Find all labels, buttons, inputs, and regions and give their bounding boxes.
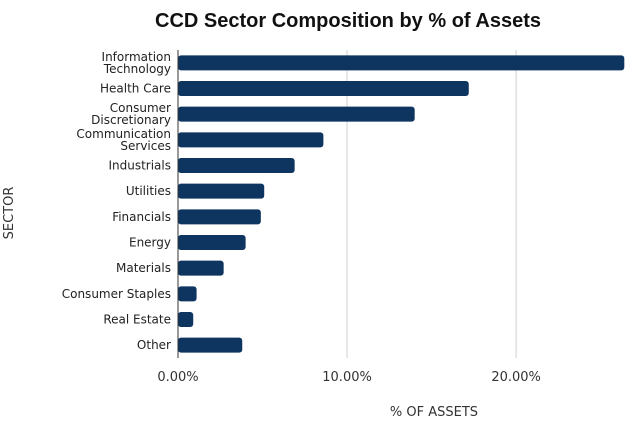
bar [178, 158, 295, 173]
category-labels: Information Technology Health Care Consumer… [62, 50, 171, 352]
x-tick-label: 20.00% [491, 370, 541, 385]
bar [178, 55, 625, 71]
category-label: Industrials [108, 159, 171, 173]
category-label: Financials [112, 210, 171, 224]
bar [178, 260, 224, 276]
chart-title: CCD Sector Composition by % of Assets [155, 10, 541, 32]
x-axis-title: % OF ASSETS [390, 405, 478, 420]
bar [178, 312, 194, 327]
bar [178, 337, 243, 353]
category-label: Utilities [126, 184, 171, 198]
category-label: Real Estate [103, 313, 171, 327]
y-axis-title: SECTOR [2, 187, 17, 240]
bars [178, 55, 625, 353]
x-tick-labels: 0.00% 10.00% 20.00% [157, 370, 541, 385]
bar [178, 81, 469, 96]
category-label: Consumer Staples [62, 287, 171, 301]
category-label: Other [137, 338, 171, 352]
bar [178, 106, 415, 122]
category-label: Energy [129, 236, 171, 250]
category-label: Materials [116, 261, 171, 275]
bar [178, 132, 324, 148]
bar [178, 235, 246, 250]
x-tick-label: 0.00% [157, 370, 198, 385]
category-label: Information Technology [102, 50, 171, 76]
bar [178, 183, 265, 199]
category-label: Communication Services [76, 127, 171, 153]
x-tick-label: 10.00% [322, 370, 372, 385]
bar [178, 286, 197, 302]
category-label: Consumer Discretionary [91, 101, 171, 127]
gridlines [346, 50, 517, 358]
bar [178, 209, 261, 225]
category-label: Health Care [100, 82, 171, 96]
